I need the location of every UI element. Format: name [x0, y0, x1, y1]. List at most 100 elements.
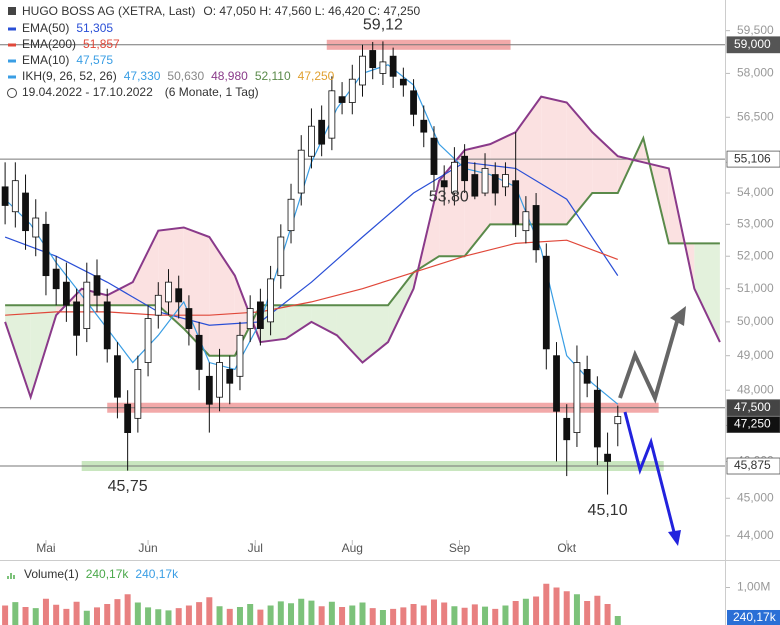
- volume-bar: [53, 604, 60, 625]
- legend-value: 48,980: [211, 69, 248, 83]
- level-label: 59,000: [734, 37, 771, 51]
- volume-bar: [543, 583, 550, 625]
- volume-bar: [2, 605, 9, 625]
- volume-legend-value: 240,17k: [86, 567, 130, 581]
- candle-body: [359, 55, 366, 86]
- volume-bar: [236, 607, 243, 625]
- candle-body: [308, 125, 315, 157]
- y-tick-label: 48,000: [737, 382, 774, 396]
- volume-bar: [73, 601, 80, 625]
- volume-bar: [482, 606, 489, 625]
- candle-body: [42, 223, 50, 277]
- y-tick-label: 56,500: [737, 109, 774, 123]
- volume-bar: [22, 607, 29, 625]
- volume-legend-name: Volume(1): [24, 567, 79, 581]
- volume-bar: [114, 599, 121, 625]
- volume-bar: [63, 608, 70, 625]
- volume-bar: [390, 608, 397, 625]
- candle-body: [583, 369, 591, 384]
- candle-body: [1, 186, 9, 206]
- x-tick-label: Okt: [557, 541, 576, 555]
- volume-bar: [318, 606, 325, 625]
- candle-body: [532, 205, 540, 251]
- y-tick-label: 51,000: [737, 281, 774, 295]
- ichimoku-cloud: [439, 150, 465, 257]
- up-arrow: [618, 317, 680, 404]
- candle-body: [124, 403, 132, 433]
- price-annotation: 59,12: [363, 17, 403, 34]
- candle-body: [216, 362, 223, 398]
- candle-body: [573, 362, 581, 433]
- volume-bar: [308, 600, 315, 625]
- candle-body: [461, 155, 469, 182]
- candle-body: [114, 355, 121, 398]
- volume-bar: [124, 594, 131, 625]
- volume-bar: [288, 603, 295, 625]
- candle-body: [553, 355, 560, 412]
- candle-body: [399, 78, 407, 86]
- volume-bar: [522, 598, 529, 625]
- volume-bar: [614, 615, 621, 625]
- level-label: 45,875: [734, 458, 771, 472]
- chart-title: HUGO BOSS AG (XETRA, Last): [22, 4, 195, 18]
- candle-body: [369, 50, 377, 69]
- candle-body: [93, 275, 101, 296]
- ichimoku-cloud: [592, 132, 618, 194]
- candle-body: [491, 174, 499, 194]
- senkou-span-a: [5, 135, 720, 357]
- candle-body: [348, 78, 356, 103]
- legend-name: IKH(9, 26, 52, 26): [22, 69, 117, 83]
- ichimoku-cloud: [158, 227, 184, 329]
- volume-bar: [247, 604, 254, 625]
- volume-bar: [512, 601, 519, 625]
- y-tick-label: 52,000: [737, 248, 774, 262]
- x-tick-label: Mai: [36, 541, 55, 555]
- volume-bar: [298, 598, 305, 625]
- ichimoku-cloud: [285, 305, 312, 339]
- legend-swatch: [8, 43, 16, 47]
- volume-bar: [369, 608, 376, 625]
- volume-bar: [94, 607, 101, 625]
- header-icon: [8, 7, 16, 15]
- candle-body: [502, 174, 509, 188]
- volume-bar: [451, 606, 458, 625]
- volume-bar: [257, 609, 264, 625]
- y-tick-label: 45,000: [737, 490, 774, 504]
- y-tick-label: 53,000: [737, 216, 774, 230]
- volume-icon: [10, 573, 12, 579]
- volume-bar: [145, 607, 152, 625]
- volume-y-tick-label: 1,00M: [737, 580, 770, 594]
- candle-body: [256, 301, 264, 329]
- y-tick-label: 59,500: [737, 23, 774, 37]
- candle-body: [563, 417, 571, 441]
- x-tick-label: Jun: [138, 541, 157, 555]
- level-label: 47,500: [734, 400, 771, 414]
- volume-last-label: 240,17k: [733, 610, 777, 624]
- up-arrow-head: [670, 306, 686, 326]
- x-tick-label: Aug: [342, 541, 363, 555]
- candle-body: [236, 334, 244, 377]
- volume-bar: [594, 595, 601, 625]
- candle-body: [542, 255, 550, 350]
- candle-body: [287, 198, 295, 232]
- volume-icon: [13, 575, 15, 579]
- volume-bar: [185, 605, 192, 625]
- volume-bar: [165, 610, 172, 625]
- volume-bar: [584, 601, 591, 625]
- legend-swatch: [8, 27, 16, 31]
- volume-bar: [83, 610, 90, 625]
- scenario-arrows: [618, 306, 686, 546]
- candle-body: [83, 281, 91, 329]
- ohlc-readout: O: 47,050 H: 47,560 L: 46,420 C: 47,250: [203, 4, 420, 18]
- volume-bar: [533, 596, 540, 625]
- candle-body: [410, 90, 417, 115]
- candle-body: [389, 55, 397, 77]
- volume-bar: [430, 599, 437, 625]
- volume-bar: [420, 605, 427, 625]
- ichimoku-cloud: [132, 230, 159, 306]
- volume-bar: [328, 601, 335, 625]
- level-box: [726, 150, 780, 168]
- price-annotation: 45,75: [108, 478, 148, 495]
- senkou-span-b: [4, 95, 721, 401]
- candle-body: [379, 61, 387, 74]
